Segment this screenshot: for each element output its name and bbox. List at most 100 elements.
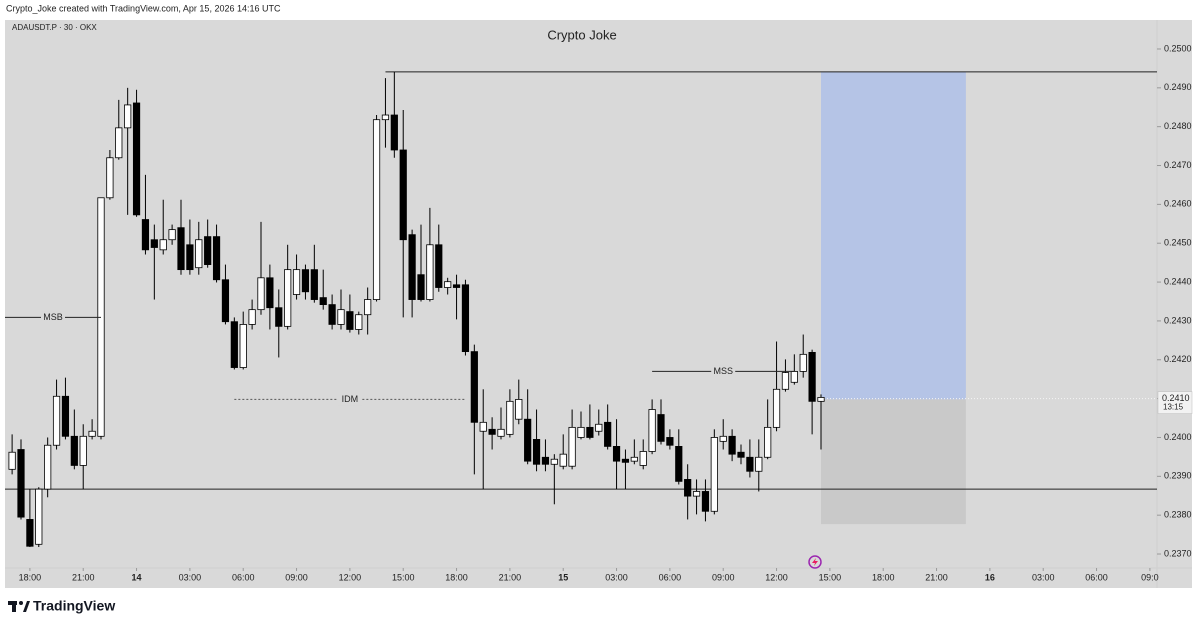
candle-body (124, 104, 132, 129)
x-tick-label: 21:00 (499, 572, 522, 582)
target-zone (821, 71, 966, 400)
x-tick-label: 03:00 (179, 572, 202, 582)
candle-body (364, 299, 372, 316)
candle-body (70, 435, 78, 466)
candle-body (346, 311, 354, 330)
x-tick-label: 09:00 (712, 572, 735, 582)
candle-body (177, 227, 185, 271)
candle-body (506, 400, 514, 435)
x-tick-label: 21:00 (72, 572, 95, 582)
candle-body (328, 304, 336, 325)
candle-body (577, 426, 585, 438)
price-tag-label: 0.2410 (1162, 393, 1190, 403)
candle-body (239, 324, 247, 368)
candle-body (701, 491, 710, 512)
candle-body (408, 234, 416, 300)
candle-body (372, 119, 381, 300)
candle-body (52, 395, 61, 446)
y-tick-label: 0.2390 (1164, 471, 1192, 481)
candle-body (399, 149, 407, 241)
candle-body (470, 351, 478, 423)
x-tick-label: 14 (132, 572, 142, 582)
candle-body (88, 430, 96, 437)
brand: TradingView (33, 598, 115, 614)
candle-body (772, 388, 781, 428)
candle-body (8, 451, 16, 470)
candle-body (710, 437, 718, 512)
x-tick-label: 16 (985, 572, 995, 582)
y-tick-label: 0.2420 (1164, 354, 1192, 364)
candle-body (248, 309, 256, 325)
candle-body (452, 284, 461, 288)
y-tick-label: 0.2460 (1164, 199, 1192, 209)
candle-body (728, 435, 736, 455)
candle-body (488, 428, 496, 435)
candle-body (781, 372, 790, 390)
candle-body (764, 426, 772, 458)
candle-body (115, 127, 123, 159)
candle-body (17, 449, 25, 518)
x-tick-label: 03:00 (1032, 572, 1055, 582)
candle-body (559, 453, 567, 467)
candle-body (648, 409, 656, 452)
candle-body (568, 426, 576, 467)
y-tick-label: 0.2480 (1164, 121, 1192, 131)
x-tick-label: 03:00 (605, 572, 628, 582)
logo: TradingView (8, 598, 115, 614)
chart-background (5, 20, 1192, 588)
annotation-label-bg (41, 311, 65, 324)
candle-body (337, 309, 345, 325)
candle-body (26, 519, 34, 547)
candle-body (221, 279, 230, 323)
candle-body (159, 239, 167, 251)
candle-body (515, 398, 523, 420)
x-tick-label: 15 (558, 572, 568, 582)
candle-body (141, 219, 150, 251)
candle-body (719, 435, 727, 442)
candle-body (621, 458, 630, 463)
candle-body (417, 274, 425, 300)
y-tick-label: 0.2440 (1164, 276, 1192, 286)
x-tick-label: 12:00 (765, 572, 788, 582)
y-tick-label: 0.2490 (1164, 82, 1192, 92)
candle-body (817, 397, 825, 402)
annotation-label: MSS (713, 366, 733, 376)
candle-body (737, 451, 745, 458)
annotation-label-bg (711, 365, 736, 378)
candle-body (497, 428, 505, 437)
candle-body (586, 426, 594, 438)
candle-body (186, 244, 194, 271)
candle-body (212, 236, 221, 281)
candle-body (675, 446, 683, 482)
x-tick-label: 15:00 (392, 572, 415, 582)
candle-body (319, 297, 327, 306)
x-tick-label: 18:00 (445, 572, 468, 582)
y-tick-label: 0.2370 (1164, 548, 1192, 558)
logo-icon (19, 601, 23, 605)
x-tick-label: 15:00 (819, 572, 842, 582)
x-tick-label: 12:00 (339, 572, 362, 582)
candle-body (195, 239, 203, 269)
candle-body (755, 456, 763, 472)
candle-body (630, 456, 638, 462)
countdown: 13:15 (1163, 403, 1184, 412)
x-tick-label: 09:00 (285, 572, 308, 582)
candle-body (435, 244, 443, 288)
candle-body (444, 281, 452, 288)
candle-body (426, 244, 434, 300)
logo-icon (23, 601, 30, 612)
candle-body (275, 307, 283, 327)
candle-body (461, 284, 470, 353)
candle-body (266, 277, 274, 309)
annotation-label-bg (337, 393, 362, 406)
x-tick-label: 09:0 (1141, 572, 1159, 582)
candle-body (106, 157, 114, 199)
candle-body (746, 456, 754, 472)
candle-body (301, 269, 310, 293)
candle-body (44, 444, 52, 490)
logo-icon (12, 601, 16, 612)
x-tick-label: 18:00 (19, 572, 42, 582)
candle-body (692, 491, 701, 497)
candle-body (35, 488, 43, 545)
